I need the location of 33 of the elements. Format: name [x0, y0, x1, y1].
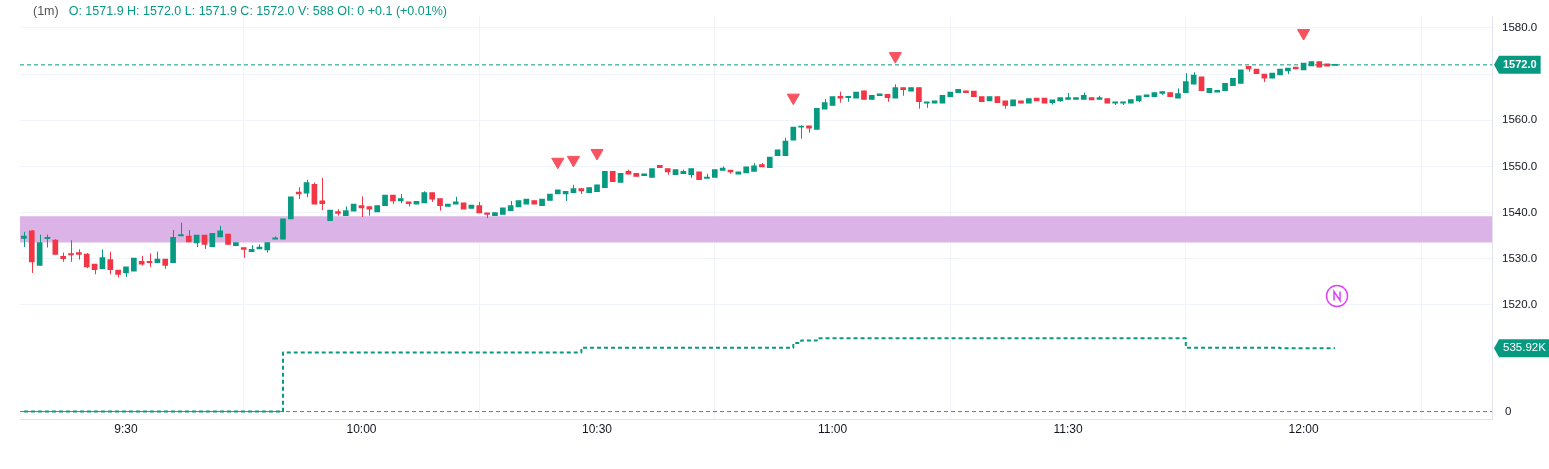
candlestick	[319, 177, 326, 211]
chart-subtitle: O: 1571.9 H: 1572.0 L: 1571.9 C: 1572.0 V: 588 OI: 0 +0.1 (+0.01%)	[68, 4, 447, 18]
candlestick	[814, 107, 820, 130]
x-tick-label: 12:00	[1288, 422, 1319, 437]
point	[888, 52, 902, 64]
candlestick	[107, 251, 114, 275]
x-tick-label: 10:30	[582, 422, 613, 437]
point	[1297, 29, 1311, 41]
point	[551, 157, 565, 170]
point	[786, 93, 800, 106]
candlestick	[68, 239, 74, 263]
x-tick-label: 11:00	[817, 422, 848, 437]
point	[566, 155, 581, 168]
y2-tick-label: 0	[1505, 404, 1512, 417]
candlestick	[916, 86, 922, 110]
ref-line-label: 1572.0	[1503, 57, 1537, 70]
y-tick-label: 1550.0	[1502, 159, 1538, 172]
y-tick-label: 1530.0	[1502, 251, 1538, 264]
chart-title: (1m)	[33, 4, 59, 18]
y2-tick-label: 535.92K	[1503, 341, 1547, 354]
y-tick-label: 1540.0	[1502, 205, 1538, 218]
candlestick	[1182, 72, 1189, 94]
x-tick-label: 11:30	[1053, 422, 1083, 437]
candlestick	[36, 234, 43, 267]
x-tick-label: 9:30	[114, 422, 138, 437]
candlestick	[99, 248, 106, 270]
y-tick-label: 1520.0	[1502, 297, 1538, 310]
candlestick	[288, 196, 294, 220]
y-tick-label: 1560.0	[1502, 113, 1538, 126]
y-tick-label: 1580.0	[1502, 21, 1538, 34]
point	[590, 148, 604, 161]
x-tick-label: 10:00	[346, 422, 377, 437]
candlestick	[311, 182, 318, 205]
